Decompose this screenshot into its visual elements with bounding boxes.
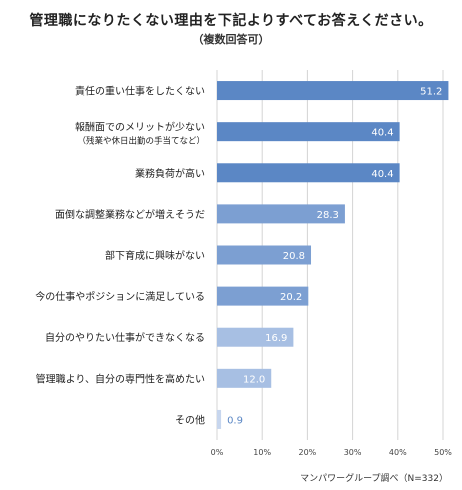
- category-label: その他: [175, 413, 205, 426]
- x-tick-label: 10%: [253, 448, 271, 457]
- x-tick-label: 0%: [211, 448, 224, 457]
- bar: [217, 368, 272, 388]
- bar: [217, 286, 309, 306]
- bar: [217, 204, 345, 224]
- data-label: 40.4: [371, 169, 393, 180]
- data-label: 12.0: [243, 374, 265, 385]
- data-label: 20.8: [283, 251, 305, 262]
- category-label: 面倒な調整業務などが増えそうだ: [55, 208, 205, 221]
- data-label: 40.4: [371, 128, 393, 139]
- x-tick-label: 40%: [389, 448, 407, 457]
- chart-title: 管理職になりたくない理由を下記よりすべてお答えください。: [29, 13, 433, 29]
- data-label: 51.2: [420, 87, 442, 98]
- category-label: 業務負荷が高い: [135, 167, 205, 180]
- x-tick-label: 20%: [299, 448, 317, 457]
- bar: [217, 327, 294, 347]
- category-label: 部下育成に興味がない: [105, 249, 205, 262]
- category-label: 管理職より、自分の専門性を高めたい: [36, 372, 205, 385]
- category-label: 責任の重い仕事をしたくない: [75, 85, 205, 98]
- x-tick-label: 30%: [344, 448, 362, 457]
- chart-subtitle: （複数回答可）: [192, 33, 270, 46]
- source-credit: マンパワーグループ調べ（N=332）: [300, 474, 448, 484]
- data-label: 20.2: [280, 292, 302, 303]
- bar: [217, 122, 400, 142]
- bar: [217, 163, 400, 183]
- category-label: 今の仕事やポジションに満足している: [35, 290, 205, 303]
- data-label: 28.3: [317, 210, 339, 221]
- bar: [217, 245, 312, 265]
- bar: [217, 81, 449, 101]
- category-label: 報酬面でのメリットが少ない: [75, 121, 205, 134]
- bar: [217, 409, 222, 429]
- data-label: 16.9: [265, 333, 287, 344]
- category-sublabel: （残業や休日出勤の手当てなど）: [77, 136, 205, 147]
- data-label: 0.9: [227, 415, 243, 426]
- x-tick-label: 50%: [434, 448, 452, 457]
- category-label: 自分のやりたい仕事ができなくなる: [45, 331, 205, 344]
